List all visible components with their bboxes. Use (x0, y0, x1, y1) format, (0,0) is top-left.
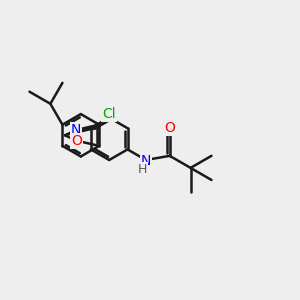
Text: N: N (71, 123, 81, 137)
Text: N: N (141, 154, 151, 168)
Text: O: O (71, 134, 82, 148)
Text: H: H (138, 163, 147, 176)
Text: O: O (164, 121, 175, 135)
Text: Cl: Cl (102, 107, 116, 121)
